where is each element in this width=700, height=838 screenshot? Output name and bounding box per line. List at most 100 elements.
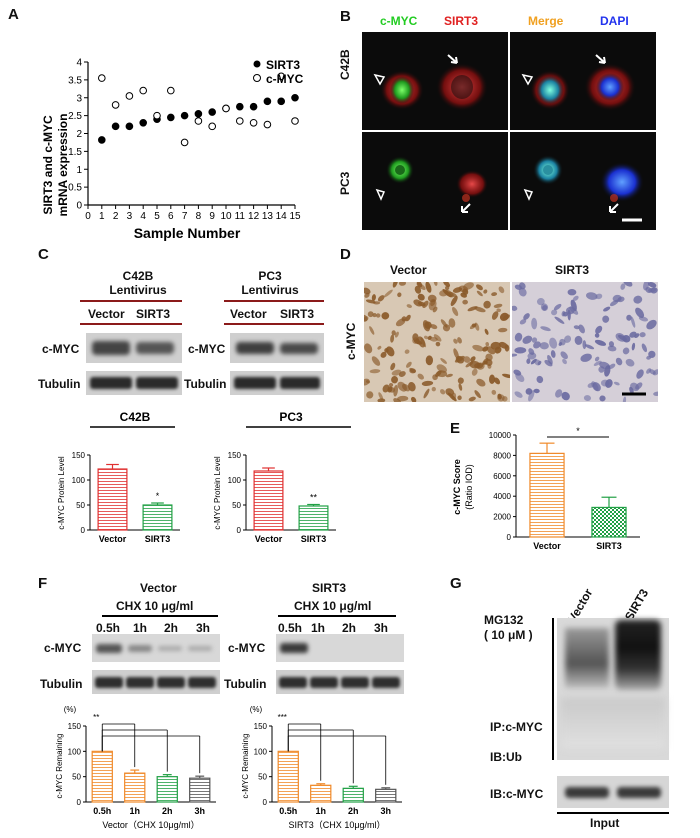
ihc-cell: [550, 350, 556, 358]
c42b-title-2: Lentivirus: [109, 283, 167, 297]
pc3-underline: [224, 300, 324, 302]
a-point-sirt3: [139, 118, 147, 127]
a-xtick-label: 1: [99, 211, 105, 222]
ihc-cell: [594, 333, 600, 338]
g-bracket-line: [552, 618, 554, 760]
ihc-cell: [377, 345, 382, 350]
svgF2-xtick-label: 2h: [348, 806, 359, 816]
ihc-cell: [489, 374, 495, 385]
svgF1-ytick-label: 0: [77, 798, 82, 807]
ihc-cell: [615, 333, 626, 342]
a-ytick-label: 1.5: [68, 147, 82, 158]
f-vector-cmyc-blot: [92, 634, 220, 662]
a-point-sirt3: [263, 97, 272, 106]
ihc-cell: [514, 332, 523, 342]
ihc-cell: [445, 373, 453, 378]
ihc-cell: [443, 282, 451, 288]
svgC2-xtick-label: SIRT3: [301, 534, 327, 544]
ihc-cell: [519, 319, 527, 325]
bar-chart-f-vector: 0 50 100 150 0.5h 1h 2h 3h c-MYC Remaining (%) ** V…: [55, 705, 216, 830]
ihc-cell: [620, 283, 626, 290]
ihc-cell: [587, 382, 595, 388]
legend-sirt3-marker: [253, 60, 261, 68]
e-sig-label: *: [576, 426, 580, 436]
ihc-cell: [440, 389, 446, 395]
if-image-pc3-cmyc-sirt3: [362, 132, 508, 230]
a-point-sirt3: [277, 97, 286, 106]
ihc-cell: [457, 395, 462, 401]
g-input-underline: [557, 812, 669, 814]
svgF1-bar-1h: [124, 772, 146, 803]
svgF1-bar-2h: [156, 776, 178, 803]
a-xtick-label: 8: [196, 211, 202, 222]
g-ub-blot: [557, 618, 669, 760]
svgE-bar-vector: [529, 452, 565, 538]
legend-cmyc-label: c-MYC: [266, 72, 304, 86]
ihc-cell: [622, 347, 630, 355]
a-xtick-label: 2: [113, 211, 119, 222]
ihc-cell: [599, 361, 611, 370]
ihc-cell: [585, 292, 598, 300]
svgF2-ytick-label: 0: [263, 798, 268, 807]
ihc-cell: [445, 388, 455, 396]
ihc-cell: [404, 349, 410, 354]
ihc-cell: [502, 373, 510, 379]
ihc-cell: [573, 325, 580, 330]
ihc-cell: [513, 369, 522, 376]
ihc-cell: [625, 358, 635, 367]
ihc-cell: [433, 334, 442, 342]
a-point-sirt3: [180, 111, 189, 120]
f-vector-chx: CHX 10 μg/ml: [116, 599, 194, 613]
a-xtick-label: 12: [248, 211, 260, 222]
ihc-cell: [522, 335, 533, 344]
e-ylabel-2: (Ratio IOD): [464, 464, 474, 510]
f-vector-t0: 0.5h: [96, 621, 121, 635]
ihc-cell: [457, 337, 462, 344]
pc3-lane-sirt3: SIRT3: [280, 307, 315, 321]
ihc-cell: [498, 341, 509, 349]
if-row-label-c42b: C42B: [338, 49, 352, 80]
svgC2-ytick-label: 0: [237, 526, 242, 535]
ihc-cell: [474, 322, 480, 331]
svgF1-unit: (%): [64, 705, 77, 714]
a-point-c-myc: [263, 120, 272, 129]
ihc-cell: [512, 305, 518, 311]
ihc-cell: [560, 351, 568, 360]
ihc-cell: [421, 380, 434, 386]
a-point-sirt3: [236, 102, 244, 111]
ihc-cell: [397, 292, 402, 298]
ihc-cell: [633, 295, 643, 304]
a-point-sirt3: [249, 102, 258, 111]
ihc-cell: [647, 282, 657, 288]
a-xtick-label: 15: [289, 211, 301, 222]
ihc-cell: [451, 307, 459, 316]
ihc-cell: [549, 337, 558, 349]
a-point-sirt3: [167, 113, 175, 122]
ihc-cell: [496, 308, 501, 313]
f-sirt3-t2: 2h: [342, 621, 357, 635]
a-point-c-myc: [194, 117, 203, 125]
ihc-cell: [391, 369, 402, 376]
ihc-cell: [533, 388, 540, 394]
ihc-cell: [394, 331, 399, 338]
g-input-blot: [557, 776, 669, 808]
ihc-cell: [578, 324, 585, 334]
ihc-cell: [572, 295, 579, 301]
ihc-cell: [641, 343, 648, 353]
ihc-cell: [471, 368, 478, 376]
e-ylabel-1: c-MYC Score: [452, 459, 462, 515]
ihc-cell: [371, 294, 376, 301]
f-vector-title: Vector: [140, 581, 177, 595]
ihc-cell: [593, 360, 602, 366]
ihc-cell: [380, 351, 387, 358]
svgF1-ytick-label: 150: [68, 722, 82, 731]
a-xtick-label: 13: [262, 211, 274, 222]
ihc-cell: [491, 292, 498, 297]
scatter-a-ylabel-2: mRNA expression: [56, 114, 70, 217]
ihc-cell: [608, 363, 616, 370]
ihc-cell: [491, 311, 499, 320]
a-point-sirt3: [194, 110, 203, 118]
a-point-sirt3: [208, 108, 216, 116]
ihc-cell: [427, 294, 437, 303]
ihc-col-sirt3: SIRT3: [555, 263, 590, 277]
